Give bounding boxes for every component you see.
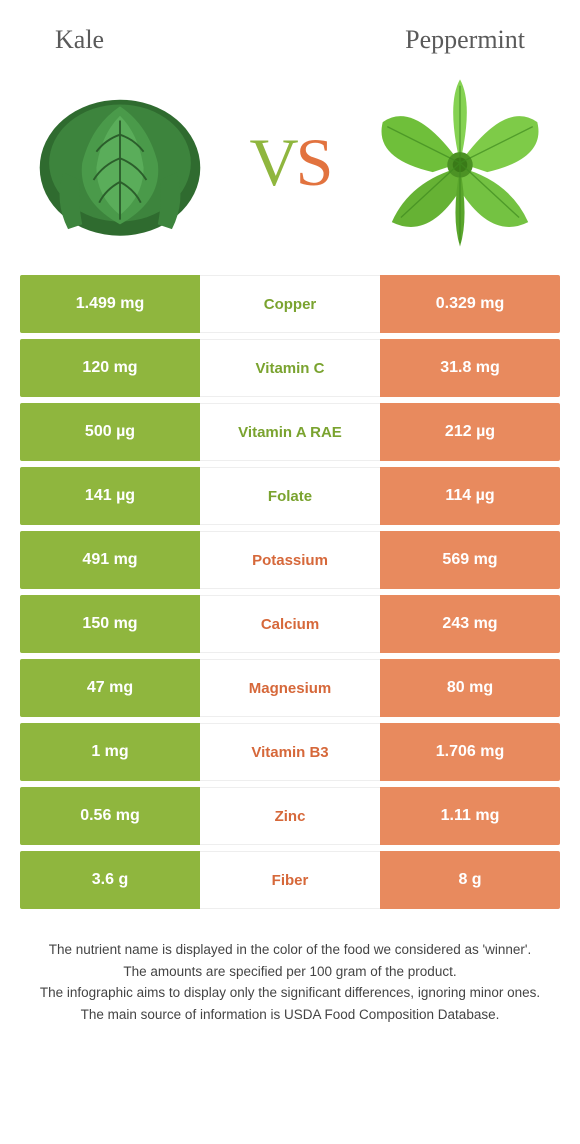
footnote-line: The infographic aims to display only the…	[30, 983, 550, 1003]
right-food-title: Peppermint	[405, 25, 525, 55]
table-row: 500 µgVitamin A RAE212 µg	[20, 403, 560, 461]
right-value: 212 µg	[380, 403, 560, 461]
footnote-line: The main source of information is USDA F…	[30, 1005, 550, 1025]
nutrient-label: Copper	[200, 275, 380, 333]
right-value: 0.329 mg	[380, 275, 560, 333]
left-value: 150 mg	[20, 595, 200, 653]
left-value: 500 µg	[20, 403, 200, 461]
right-value: 31.8 mg	[380, 339, 560, 397]
right-value: 1.706 mg	[380, 723, 560, 781]
vs-label: VS	[250, 123, 331, 202]
left-value: 141 µg	[20, 467, 200, 525]
footnote-line: The amounts are specified per 100 gram o…	[30, 962, 550, 982]
footnote-line: The nutrient name is displayed in the co…	[30, 940, 550, 960]
table-row: 141 µgFolate114 µg	[20, 467, 560, 525]
table-row: 1 mgVitamin B31.706 mg	[20, 723, 560, 781]
table-row: 120 mgVitamin C31.8 mg	[20, 339, 560, 397]
left-food-title: Kale	[55, 25, 104, 55]
vs-v: V	[250, 124, 296, 200]
kale-icon	[25, 78, 215, 248]
table-row: 0.56 mgZinc1.11 mg	[20, 787, 560, 845]
vs-s: S	[296, 124, 331, 200]
table-row: 150 mgCalcium243 mg	[20, 595, 560, 653]
left-value: 47 mg	[20, 659, 200, 717]
nutrient-label: Folate	[200, 467, 380, 525]
nutrient-label: Fiber	[200, 851, 380, 909]
table-row: 3.6 gFiber8 g	[20, 851, 560, 909]
left-value: 3.6 g	[20, 851, 200, 909]
nutrient-label: Zinc	[200, 787, 380, 845]
nutrient-label: Vitamin A RAE	[200, 403, 380, 461]
table-row: 1.499 mgCopper0.329 mg	[20, 275, 560, 333]
left-value: 491 mg	[20, 531, 200, 589]
right-value: 80 mg	[380, 659, 560, 717]
right-value: 8 g	[380, 851, 560, 909]
nutrient-label: Vitamin C	[200, 339, 380, 397]
table-row: 47 mgMagnesium80 mg	[20, 659, 560, 717]
right-value: 114 µg	[380, 467, 560, 525]
nutrient-label: Magnesium	[200, 659, 380, 717]
image-row: VS	[0, 65, 580, 275]
nutrient-label: Calcium	[200, 595, 380, 653]
table-row: 491 mgPotassium569 mg	[20, 531, 560, 589]
left-value: 120 mg	[20, 339, 200, 397]
left-value: 1.499 mg	[20, 275, 200, 333]
peppermint-image	[360, 68, 560, 258]
comparison-table: 1.499 mgCopper0.329 mg 120 mgVitamin C31.…	[0, 275, 580, 909]
header: Kale Peppermint	[0, 0, 580, 65]
right-value: 569 mg	[380, 531, 560, 589]
nutrient-label: Potassium	[200, 531, 380, 589]
footnotes: The nutrient name is displayed in the co…	[0, 915, 580, 1024]
left-value: 1 mg	[20, 723, 200, 781]
right-value: 1.11 mg	[380, 787, 560, 845]
right-value: 243 mg	[380, 595, 560, 653]
peppermint-icon	[360, 68, 560, 258]
left-value: 0.56 mg	[20, 787, 200, 845]
nutrient-label: Vitamin B3	[200, 723, 380, 781]
kale-image	[20, 68, 220, 258]
